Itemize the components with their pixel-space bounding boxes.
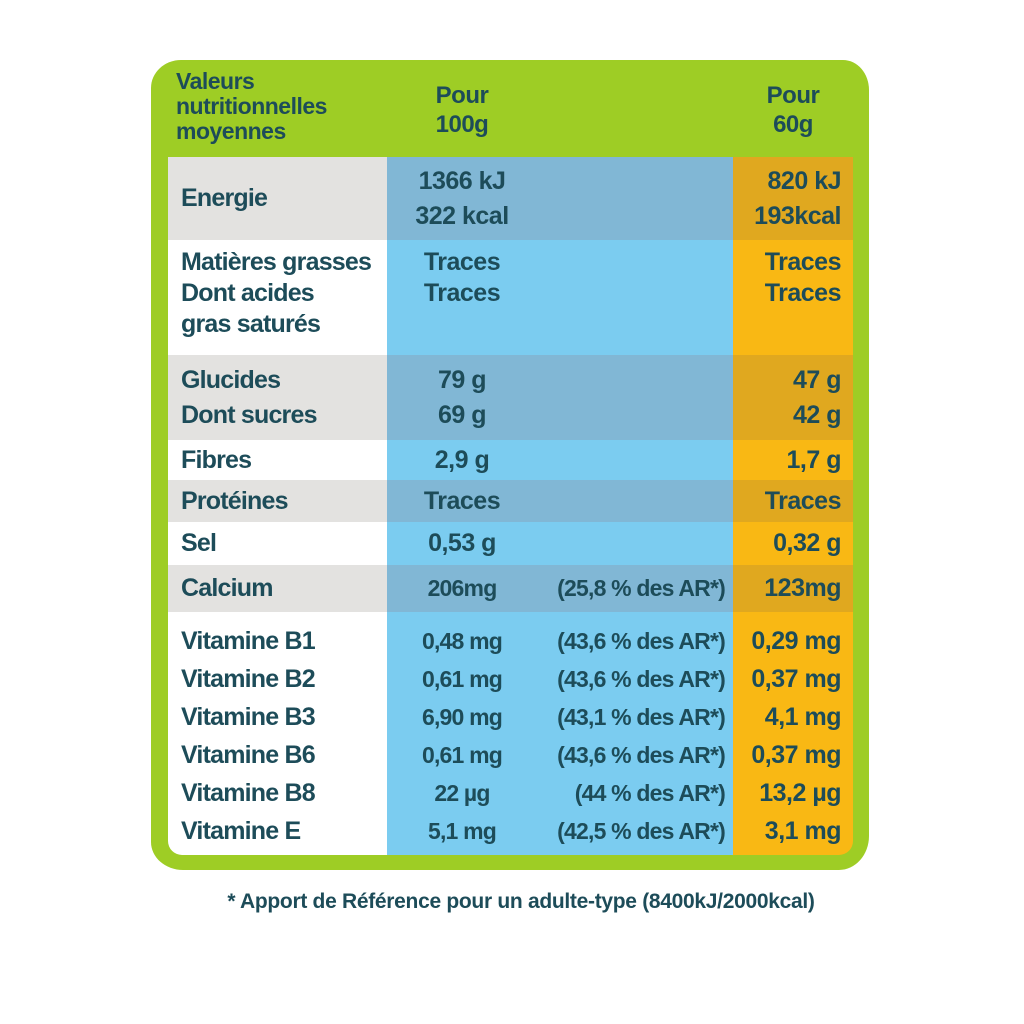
per60-value: 13,2 µg [759, 779, 841, 807]
per60-value: Traces [764, 279, 842, 307]
row-fibres-per100-cell: 2,9 g [387, 440, 733, 480]
header-per60-line: 60g [773, 111, 813, 138]
per100-value: 322 kcal [415, 201, 509, 230]
row-fibres-label-cell: Fibres [168, 440, 387, 480]
row-proteines-label-cell: Protéines [168, 480, 387, 522]
row-label: Energie [181, 184, 268, 212]
row-calcium-label-cell: Calcium [168, 565, 387, 612]
row-label: Vitamine B6 [181, 741, 316, 769]
per60-value: 123mg [764, 574, 841, 602]
row-label: Vitamine B1 [181, 627, 316, 655]
per100-value: 79 g [437, 365, 487, 394]
per100-value: 2,9 g [434, 445, 490, 474]
per100-value: 0,53 g [428, 529, 496, 557]
per100-value: Traces [423, 486, 501, 515]
per60-value: 47 g [792, 365, 842, 394]
header-per100-line: 100g [435, 111, 489, 138]
row-label: Dont acides [181, 279, 315, 307]
row-label: Vitamine E [181, 817, 301, 845]
reference-intake-footnote: * Apport de Référence pour un adulte-typ… [227, 890, 815, 913]
per60-value: 0,29 mg [751, 627, 841, 655]
row-sel-label-cell: Sel [168, 522, 387, 565]
per60-value: 1,7 g [786, 445, 842, 474]
vitamins-label-cell: Vitamine B1 Vitamine B2 Vitamine B3 Vita… [168, 612, 387, 855]
per60-value: 0,37 mg [751, 665, 841, 693]
per60-value: 820 kJ [767, 166, 842, 195]
header-title-line: moyennes [176, 118, 286, 144]
row-label: Sel [181, 529, 217, 557]
header-title: Valeurs nutritionnelles moyennes [168, 60, 387, 157]
row-energie-label-cell: Energie [168, 157, 387, 240]
per100-value: 0,61 mg [421, 742, 503, 768]
per100-ar-share: (42,5 % des AR*) [557, 818, 726, 844]
vitamins-per100-cell: 0,48 mg (43,6 % des AR*) 0,61 mg (43,6 %… [387, 612, 733, 855]
vitamins-per60-cell: 0,29 mg 0,37 mg 4,1 mg 0,37 mg 13,2 µg 3… [733, 612, 853, 855]
row-matieres-per100-cell: Traces Traces [387, 240, 733, 355]
per100-value: 206mg [427, 575, 498, 601]
row-glucides-label-cell: Glucides Dont sucres [168, 355, 387, 440]
row-energie-per60-cell: 820 kJ 193kcal [733, 157, 853, 240]
row-label: Calcium [181, 574, 273, 602]
per100-ar-share: (44 % des AR*) [574, 780, 726, 806]
per100-value: 0,48 mg [421, 628, 503, 654]
row-sel-per60-cell: 0,32 g [733, 522, 853, 565]
per100-value: 0,61 mg [421, 666, 503, 692]
row-label: Glucides [181, 365, 281, 394]
per100-ar-share: (43,6 % des AR*) [557, 628, 726, 654]
per100-value: 1366 kJ [418, 166, 506, 195]
row-label: gras saturés [181, 310, 321, 338]
row-proteines-per60-cell: Traces [733, 480, 853, 522]
header-per100-line: Pour [435, 82, 489, 109]
per100-ar-share: (25,8 % des AR*) [557, 575, 726, 601]
row-label: Dont sucres [181, 400, 317, 429]
nutrition-panel: Valeurs nutritionnelles moyennes Pour 10… [151, 60, 869, 870]
per100-value: 5,1 mg [427, 818, 497, 844]
row-label: Vitamine B3 [181, 703, 316, 731]
row-label: Vitamine B2 [181, 665, 316, 693]
row-matieres-per60-cell: Traces Traces [733, 240, 853, 355]
row-calcium-per100-cell: 206mg (25,8 % des AR*) [387, 565, 733, 612]
per100-ar-share: (43,1 % des AR*) [557, 704, 726, 730]
header-per60: Pour 60g [733, 60, 853, 157]
per60-value: Traces [764, 486, 842, 515]
per100-ar-share: (43,6 % des AR*) [557, 742, 726, 768]
per100-value: Traces [423, 279, 501, 307]
per60-value: 193kcal [754, 201, 841, 230]
row-label: Matières grasses [181, 248, 372, 276]
header-title-line: nutritionnelles [176, 93, 327, 119]
row-energie-per100-cell: 1366 kJ 322 kcal [387, 157, 733, 240]
per100-value: 69 g [437, 400, 487, 429]
header-per60-line: Pour [766, 82, 820, 109]
per60-value: 0,37 mg [751, 741, 841, 769]
per60-value: 4,1 mg [764, 703, 842, 731]
row-fibres-per60-cell: 1,7 g [733, 440, 853, 480]
header-per100: Pour 100g [387, 60, 733, 157]
row-glucides-per100-cell: 79 g 69 g [387, 355, 733, 440]
row-proteines-per100-cell: Traces [387, 480, 733, 522]
row-label: Vitamine B8 [181, 779, 316, 807]
per100-value: 6,90 mg [421, 704, 503, 730]
per60-value: Traces [764, 248, 842, 276]
per60-value: 3,1 mg [764, 817, 842, 845]
row-label: Fibres [181, 445, 252, 474]
row-glucides-per60-cell: 47 g 42 g [733, 355, 853, 440]
per100-value: 22 µg [434, 780, 490, 806]
per100-ar-share: (43,6 % des AR*) [557, 666, 726, 692]
per60-value: 42 g [792, 400, 842, 429]
per60-value: 0,32 g [773, 529, 841, 557]
row-label: Protéines [181, 486, 289, 515]
per100-value: Traces [423, 248, 501, 276]
row-sel-per100-cell: 0,53 g [387, 522, 733, 565]
row-calcium-per60-cell: 123mg [733, 565, 853, 612]
table-header: Valeurs nutritionnelles moyennes Pour 10… [151, 60, 869, 157]
row-matieres-label-cell: Matières grasses Dont acides gras saturé… [168, 240, 387, 355]
nutrition-table: Energie 1366 kJ 322 kcal 820 kJ 193kcal … [168, 157, 853, 855]
header-title-line: Valeurs [176, 68, 255, 94]
